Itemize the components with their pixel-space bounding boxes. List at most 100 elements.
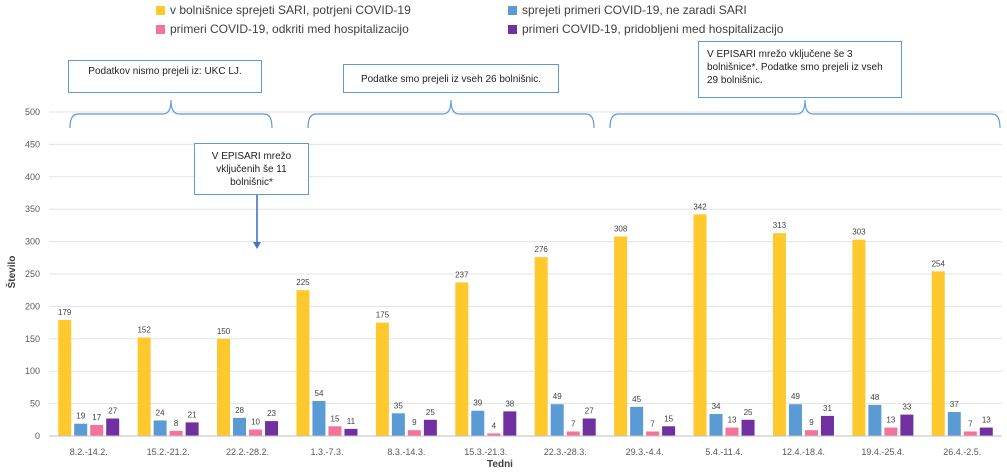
bar bbox=[153, 420, 167, 436]
data-label: 237 bbox=[455, 270, 469, 279]
data-label: 303 bbox=[852, 228, 866, 237]
data-label: 313 bbox=[773, 221, 787, 230]
bar bbox=[963, 431, 977, 436]
x-tick-label: 8.2.-14.2. bbox=[70, 447, 108, 457]
bar bbox=[312, 401, 326, 436]
bar bbox=[487, 433, 501, 436]
y-tick-label: 250 bbox=[25, 269, 40, 279]
gridlines bbox=[49, 111, 1002, 405]
legend-label: primeri COVID-19, pridobljeni med hospit… bbox=[522, 22, 784, 36]
legend-swatch bbox=[156, 6, 165, 15]
bar bbox=[646, 431, 660, 436]
legend-swatch bbox=[156, 25, 165, 34]
bar bbox=[788, 404, 802, 436]
data-label: 48 bbox=[870, 393, 879, 402]
x-tick-label: 29.3.-4.4. bbox=[626, 447, 664, 457]
data-label: 38 bbox=[505, 399, 514, 408]
bar bbox=[328, 426, 342, 436]
data-label: 49 bbox=[791, 392, 800, 401]
data-label: 17 bbox=[92, 413, 101, 422]
bar bbox=[503, 411, 517, 436]
data-label: 45 bbox=[632, 395, 641, 404]
bar bbox=[662, 426, 676, 436]
data-label: 15 bbox=[331, 414, 340, 423]
x-tick-label: 5.4.-11.4. bbox=[705, 447, 742, 457]
bar bbox=[725, 427, 739, 436]
data-label: 9 bbox=[809, 418, 814, 427]
data-label: 28 bbox=[235, 406, 244, 415]
annotation-box-ukc: Podatkov nismo prejeli iz: UKC LJ. bbox=[68, 60, 262, 93]
bar bbox=[74, 423, 88, 436]
bar bbox=[90, 424, 104, 436]
y-tick-label: 0 bbox=[35, 431, 40, 441]
data-label: 152 bbox=[137, 326, 151, 335]
y-tick-label: 350 bbox=[25, 204, 40, 214]
annotation-brace bbox=[69, 99, 273, 129]
bar bbox=[693, 214, 707, 436]
bar bbox=[423, 419, 437, 436]
y-tick-label: 200 bbox=[25, 301, 40, 311]
y-tick-label: 150 bbox=[25, 334, 40, 344]
data-label: 276 bbox=[535, 245, 549, 254]
bar bbox=[391, 413, 405, 436]
legend-label: sprejeti primeri COVID-19, ne zaradi SAR… bbox=[522, 3, 747, 17]
legend-label: primeri COVID-19, odkriti med hospitaliz… bbox=[170, 22, 409, 36]
bar bbox=[265, 421, 279, 436]
bar bbox=[137, 337, 151, 436]
bar bbox=[614, 236, 628, 436]
x-tick-label: 15.2.-21.2. bbox=[147, 447, 190, 457]
bar bbox=[344, 428, 358, 436]
data-label: 37 bbox=[950, 400, 959, 409]
data-label: 54 bbox=[315, 389, 324, 398]
x-tick-label: 19.4.-25.4. bbox=[861, 447, 904, 457]
data-label: 19 bbox=[76, 412, 85, 421]
annotation-box-29: V EPISARI mrežo vključene še 3 bolnišnic… bbox=[698, 41, 902, 98]
bar bbox=[931, 271, 945, 436]
annotation-brace bbox=[307, 99, 595, 129]
bar bbox=[884, 427, 898, 436]
annotation-brace bbox=[609, 99, 1001, 129]
data-label: 179 bbox=[58, 308, 72, 317]
data-label: 9 bbox=[412, 418, 417, 427]
bar bbox=[630, 406, 644, 436]
legend: v bolnišnice sprejeti SARI, potrjeni COV… bbox=[156, 3, 784, 36]
y-tick-label: 300 bbox=[25, 237, 40, 247]
bar bbox=[741, 419, 755, 436]
x-axis-ticks: 8.2.-14.2. 15.2.-21.2. 22.2.-28.2. 1.3.-7.3… bbox=[70, 447, 982, 457]
legend-swatch bbox=[508, 6, 517, 15]
data-label: 49 bbox=[553, 392, 562, 401]
data-label: 150 bbox=[217, 327, 231, 336]
annotation-text-26: Podatke smo prejeli iz vseh 26 bolnišnic… bbox=[360, 74, 542, 85]
data-label: 254 bbox=[932, 259, 946, 268]
data-label: 225 bbox=[296, 278, 310, 287]
bar bbox=[582, 418, 596, 436]
bar bbox=[249, 429, 263, 436]
x-tick-label: 26.4.-2.5. bbox=[943, 447, 981, 457]
data-label: 25 bbox=[426, 408, 435, 417]
data-label: 308 bbox=[614, 224, 628, 233]
data-labels: 179 19 17 27 152 24 8 21 150 28 10 23 225 54 15 11 175 35… bbox=[58, 202, 991, 430]
bar bbox=[106, 418, 120, 436]
data-label: 25 bbox=[744, 408, 753, 417]
bar bbox=[185, 422, 199, 436]
x-tick-label: 22.2.-28.2. bbox=[226, 447, 269, 457]
annotation-arrowhead bbox=[253, 242, 261, 249]
data-label: 8 bbox=[174, 419, 179, 428]
bar bbox=[947, 412, 961, 436]
y-tick-label: 500 bbox=[25, 107, 40, 117]
bar bbox=[900, 414, 914, 436]
data-label: 11 bbox=[347, 417, 356, 426]
data-label: 21 bbox=[188, 410, 197, 419]
data-label: 7 bbox=[968, 419, 973, 428]
bar bbox=[534, 257, 548, 436]
annotation-text-ukc: Podatkov nismo prejeli iz: UKC LJ. bbox=[88, 66, 242, 77]
y-tick-label: 50 bbox=[30, 399, 40, 409]
x-tick-label: 15.3.-21.3. bbox=[464, 447, 507, 457]
bar bbox=[169, 430, 183, 436]
bar bbox=[375, 322, 389, 436]
y-axis-title: Število bbox=[5, 256, 18, 289]
annotation-box-11: V EPISARI mrežo vključenih še 11 bolnišn… bbox=[194, 143, 309, 195]
bar bbox=[852, 239, 866, 436]
bar bbox=[709, 413, 723, 436]
